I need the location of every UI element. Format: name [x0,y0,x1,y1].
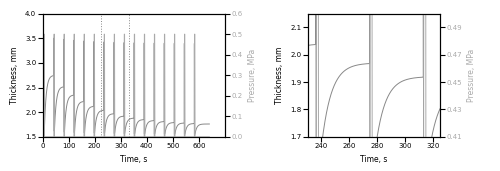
X-axis label: Time, s: Time, s [120,155,148,164]
Y-axis label: Pressure, MPa: Pressure, MPa [248,49,257,102]
X-axis label: Time, s: Time, s [360,155,388,164]
Y-axis label: Thickness, mm: Thickness, mm [276,47,284,104]
Y-axis label: Thickness, mm: Thickness, mm [10,47,20,104]
Bar [101,14,128,137]
Y-axis label: Pressure, MPa: Pressure, MPa [468,49,476,102]
